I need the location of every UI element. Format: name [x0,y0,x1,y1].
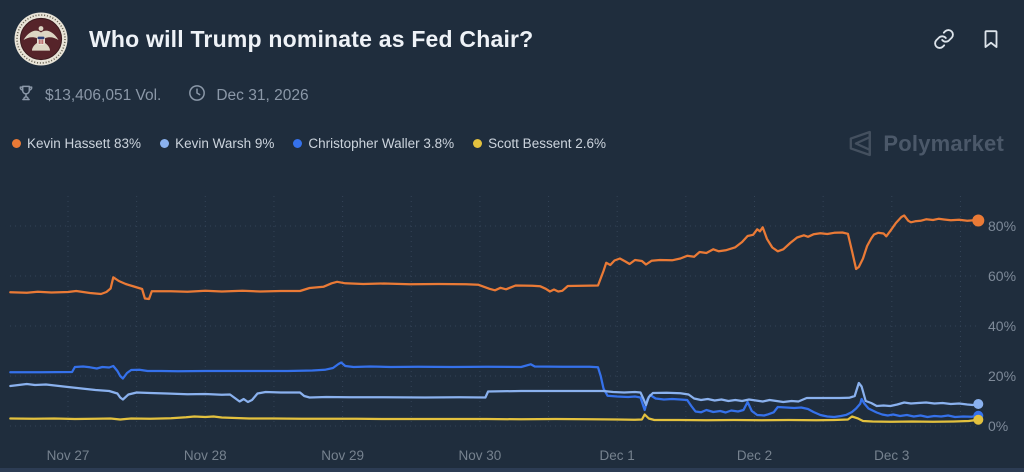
end-date-text: Dec 31, 2026 [216,86,309,104]
header: Who will Trump nominate as Fed Chair? [0,0,1024,66]
svg-text:Nov 29: Nov 29 [321,448,364,463]
x-axis-labels: Nov 27 Nov 28 Nov 29 Nov 30 Dec 1 Dec 2 Dec 3 [47,448,910,463]
chart-gridlines [10,196,980,427]
market-title: Who will Trump nominate as Fed Chair? [89,25,534,52]
series-endpoint-scott-bessent [973,414,984,425]
svg-text:Nov 28: Nov 28 [184,448,227,463]
series-endpoint-kevin-warsh [973,399,984,409]
legend-item-scott-bessent[interactable]: Scott Bessent 2.6% [473,136,606,151]
polymarket-wordmark: Polymarket [883,130,1004,156]
series-line-scott-bessent [9,413,980,423]
header-actions [933,28,1002,50]
legend-item-kevin-warsh[interactable]: Kevin Warsh 9% [160,136,274,151]
polymarket-watermark: Polymarket [845,129,1012,158]
bottom-panel-edge [0,468,1024,472]
y-axis-labels: 0% 20% 40% 60% 80% [988,218,1016,434]
legend-item-kevin-hassett[interactable]: Kevin Hassett 83% [12,136,141,151]
svg-text:Nov 27: Nov 27 [47,448,90,463]
legend-label: Scott Bessent 2.6% [488,136,606,151]
legend-dot-warsh [160,139,170,148]
stats-row: $13,406,051 Vol. Dec 31, 2026 [0,66,1024,108]
svg-text:60%: 60% [988,268,1016,284]
volume-text: $13,406,051 Vol. [45,86,162,104]
clock-icon [187,83,207,108]
svg-text:20%: 20% [988,368,1016,384]
series-endpoint-kevin-hassett [972,214,985,227]
legend-dot-waller [293,139,303,148]
trophy-icon [16,83,36,108]
svg-text:Dec 1: Dec 1 [600,448,635,463]
series-line-christopher-waller [9,361,980,419]
bookmark-icon[interactable] [980,28,1002,50]
legend-label: Christopher Waller 3.8% [308,136,455,151]
legend-label: Kevin Warsh 9% [175,136,275,151]
price-history-chart[interactable]: 0% 20% 40% 60% 80% Nov 27 Nov 28 Nov 29 Nov 30 De… [0,170,1024,472]
legend-item-christopher-waller[interactable]: Christopher Waller 3.8% [293,136,454,151]
legend-dot-hassett [12,139,21,148]
polymarket-logo-icon [850,130,872,157]
series-line-kevin-warsh [9,381,980,408]
link-icon[interactable] [933,28,955,50]
chart-legend: Kevin Hassett 83% Kevin Warsh 9% Christo… [12,136,606,151]
svg-text:Nov 30: Nov 30 [459,448,502,463]
legend-row: Kevin Hassett 83% Kevin Warsh 9% Christo… [0,108,1024,158]
svg-text:Dec 3: Dec 3 [874,448,909,463]
svg-text:0%: 0% [988,418,1008,434]
fed-seal-logo [14,12,68,66]
series-line-kevin-hassett [9,214,980,301]
svg-text:40%: 40% [988,318,1016,334]
svg-text:Dec 2: Dec 2 [737,448,772,463]
legend-dot-bessent [473,139,483,148]
svg-text:80%: 80% [988,218,1016,234]
legend-label: Kevin Hassett 83% [27,136,142,151]
